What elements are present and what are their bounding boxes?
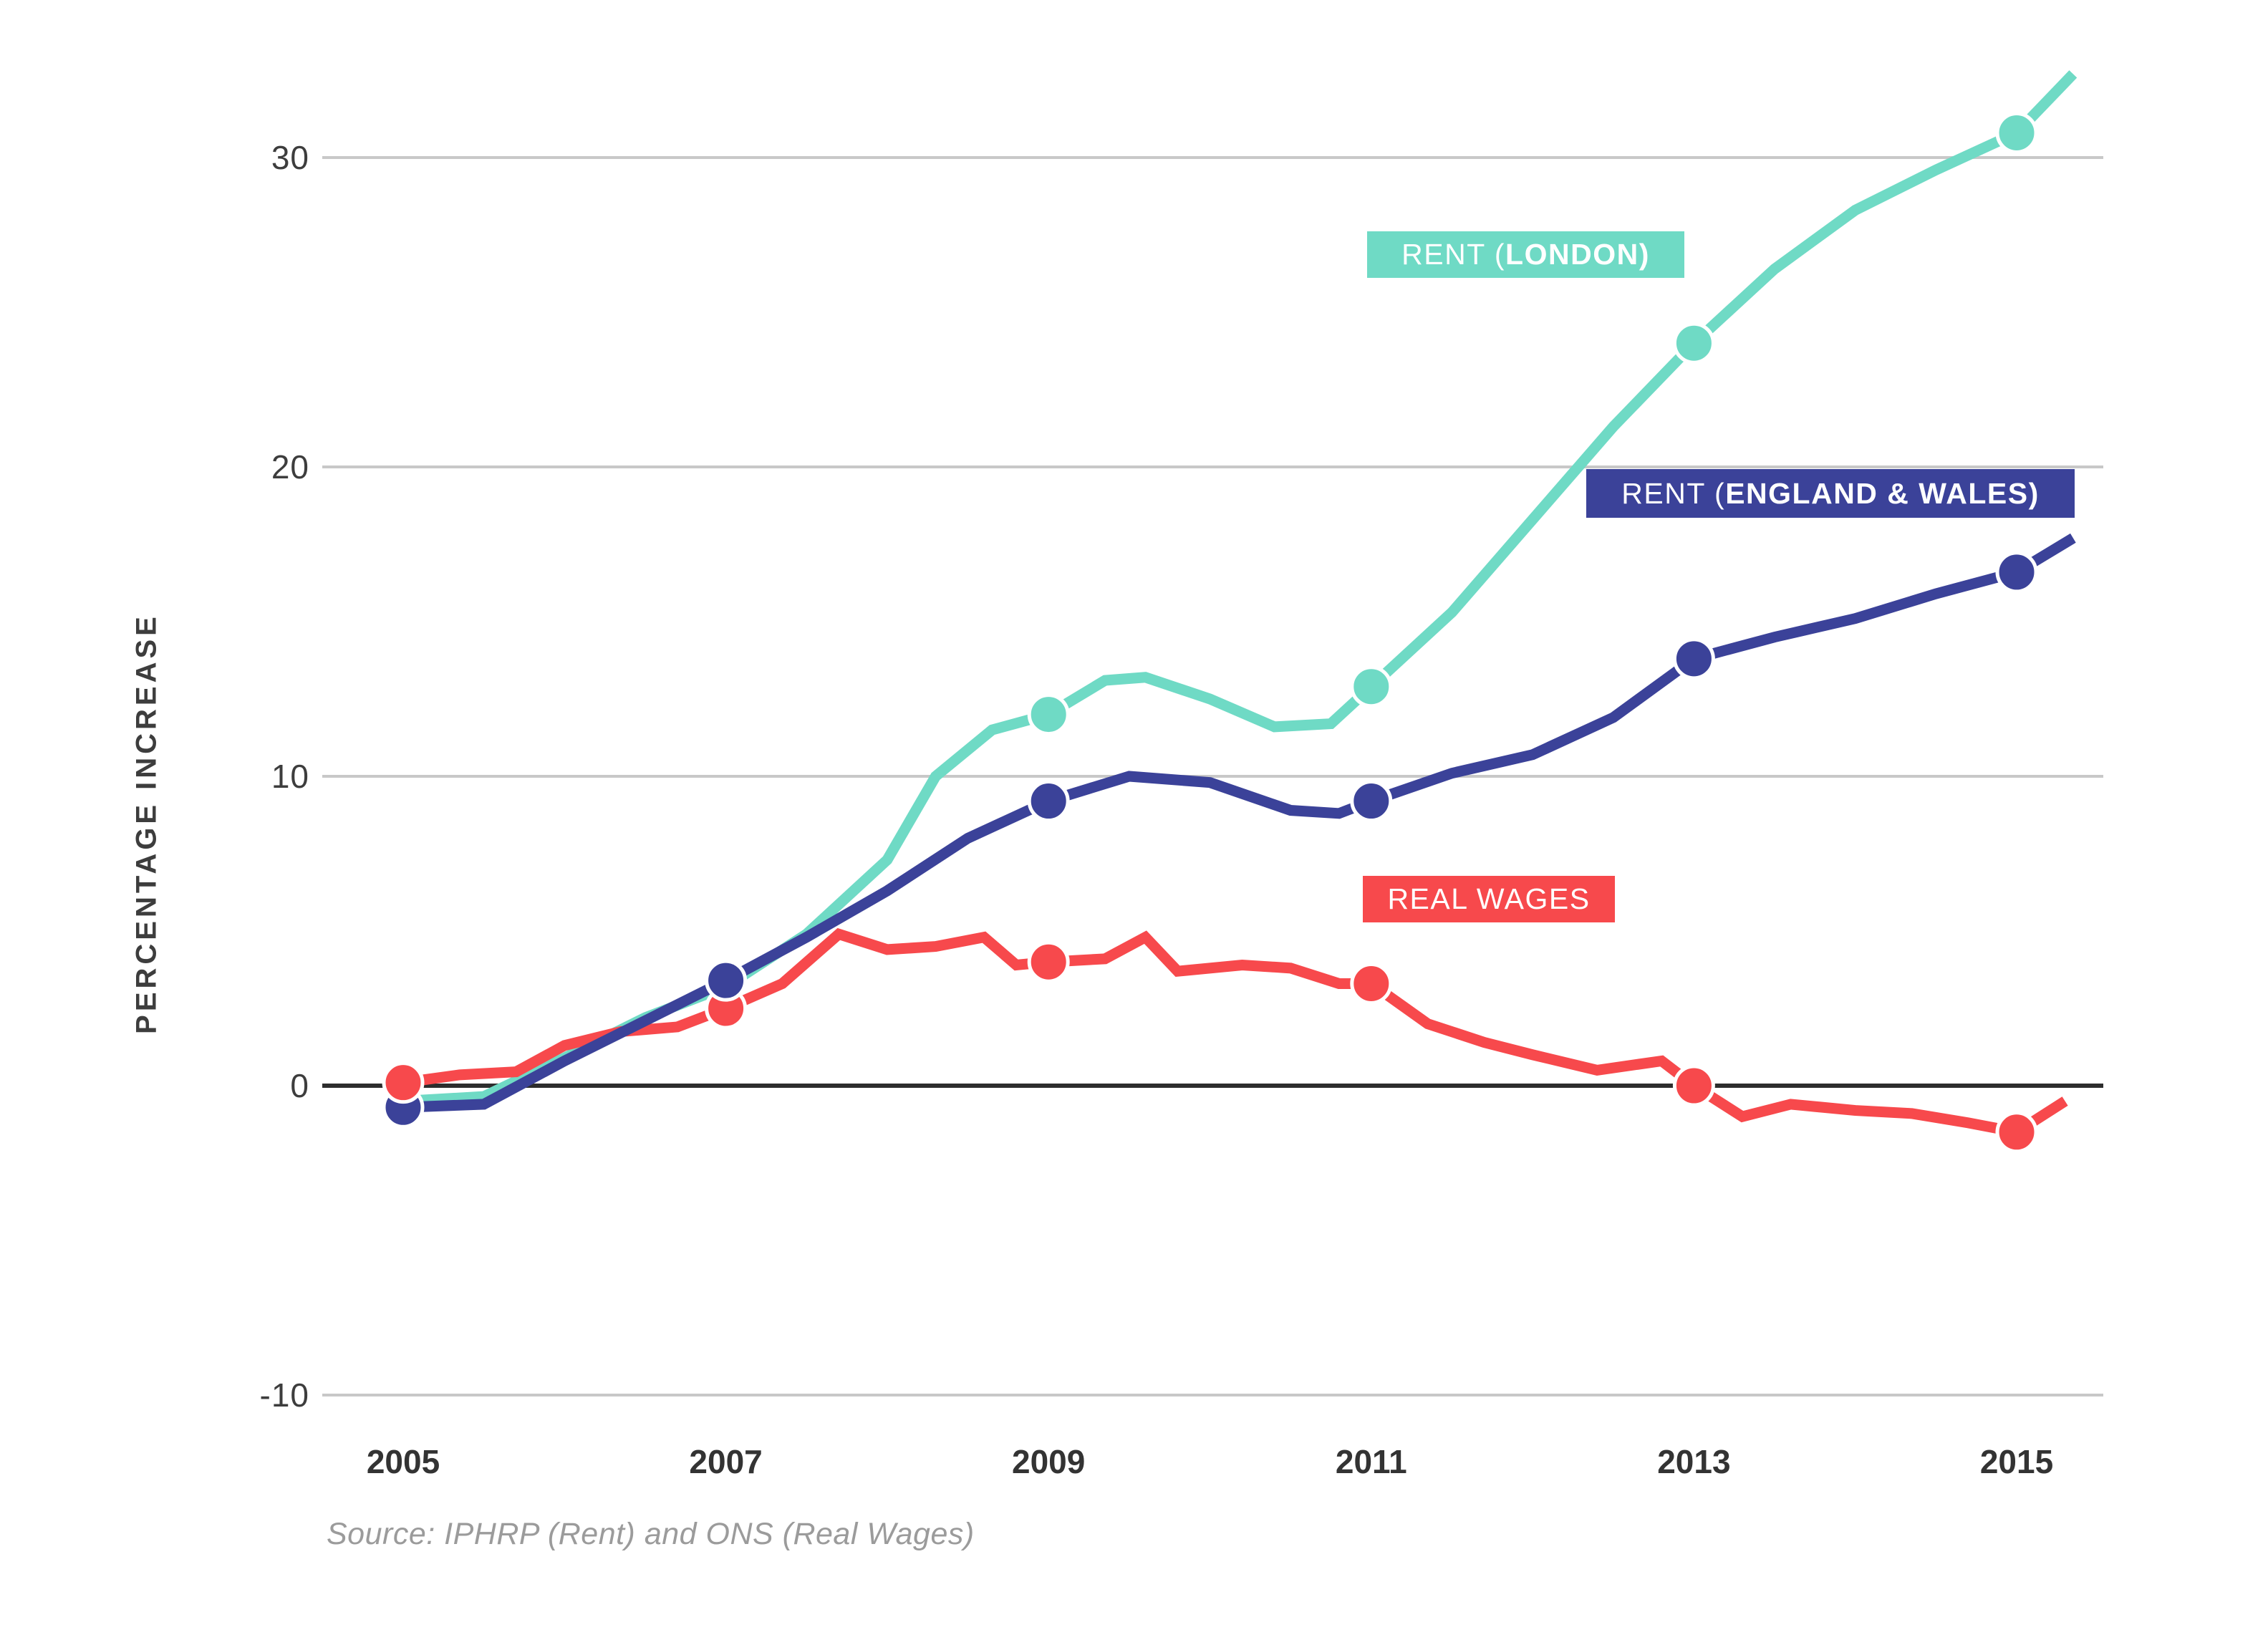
x-tick-label-2009: 2009 xyxy=(1012,1443,1086,1480)
dot-wages-2011 xyxy=(1350,962,1393,1005)
y-axis-title: PERCENTAGE INCREASE xyxy=(130,613,163,1034)
x-tick-label-2011: 2011 xyxy=(1335,1443,1407,1480)
dot-london-2009 xyxy=(1027,693,1070,736)
dot-ew-2015 xyxy=(1995,551,2038,594)
dot-london-2011 xyxy=(1350,665,1393,708)
dot-ew-2013 xyxy=(1672,637,1715,680)
dot-wages-2005 xyxy=(382,1061,425,1104)
x-tick-label-2013: 2013 xyxy=(1657,1443,1731,1480)
legend-rent-england-wales: RENT (ENGLAND & WALES) xyxy=(1586,469,2075,518)
legend-real-wages: REAL WAGES xyxy=(1363,876,1615,922)
legend-rent-ew-prefix: RENT ( xyxy=(1621,476,1726,510)
x-tick-label-2015: 2015 xyxy=(1979,1443,2054,1480)
dot-wages-2009 xyxy=(1027,940,1070,983)
legend-real-wages-text: REAL WAGES xyxy=(1387,882,1591,915)
y-tick-label-20: 20 xyxy=(271,448,309,486)
legend-rent-london: RENT (LONDON) xyxy=(1367,231,1684,278)
series-line-london xyxy=(402,70,2078,1107)
dot-ew-2009 xyxy=(1027,780,1070,823)
dot-london-2015 xyxy=(1995,111,2038,154)
series-line-ew xyxy=(402,533,2076,1113)
series-line-wages xyxy=(402,927,2068,1138)
legend-rent-ew-bold: ENGLAND & WALES) xyxy=(1725,476,2040,510)
legend-rent-london-bold: LONDON) xyxy=(1505,238,1650,271)
legend-rent-london-prefix: RENT ( xyxy=(1401,238,1506,271)
dot-ew-2011 xyxy=(1350,780,1393,823)
dot-ew-2007 xyxy=(705,959,748,1002)
dot-wages-2013 xyxy=(1672,1064,1715,1107)
y-tick-label--10: -10 xyxy=(259,1376,309,1414)
dot-london-2013 xyxy=(1672,322,1715,365)
x-tick-label-2005: 2005 xyxy=(366,1443,440,1480)
y-tick-label-0: 0 xyxy=(290,1067,309,1104)
x-tick-label-2007: 2007 xyxy=(689,1443,763,1480)
source-note: Source: IPHRP (Rent) and ONS (Real Wages… xyxy=(327,1517,975,1551)
y-tick-label-10: 10 xyxy=(271,758,309,795)
y-tick-label-30: 30 xyxy=(271,139,309,176)
dot-wages-2015 xyxy=(1995,1111,2038,1154)
